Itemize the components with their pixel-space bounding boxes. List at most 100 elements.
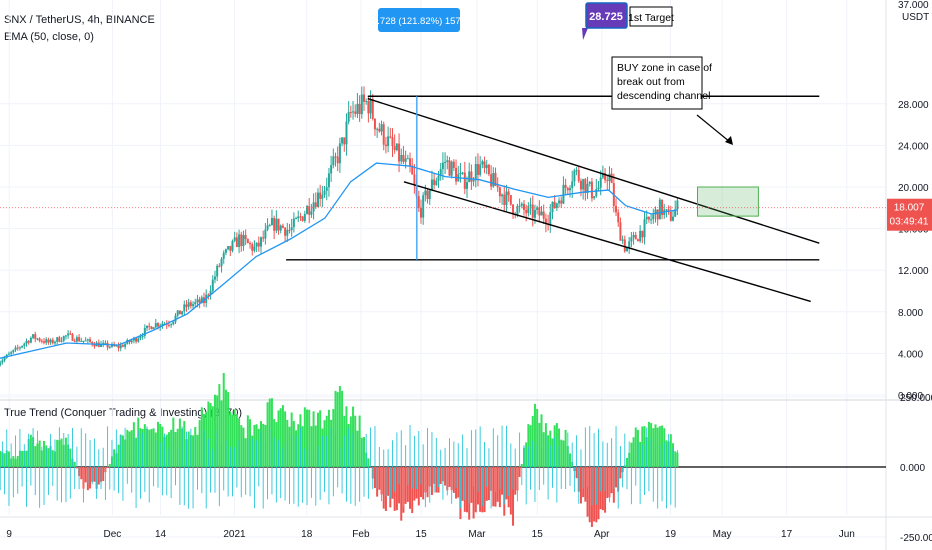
candle: [527, 206, 530, 214]
candle: [121, 345, 124, 347]
candle: [619, 222, 622, 241]
candle: [262, 237, 265, 239]
indicator-bar: [314, 425, 317, 467]
candle: [16, 347, 19, 349]
indicator-bar: [615, 467, 618, 488]
candle: [303, 214, 306, 221]
candle: [264, 229, 267, 239]
candle: [345, 121, 348, 145]
candle: [18, 347, 21, 349]
indicator-bar: [108, 463, 111, 467]
candle: [369, 99, 372, 114]
indicator-bar: [643, 426, 646, 467]
candle: [78, 337, 81, 342]
candle: [376, 128, 379, 130]
candle: [308, 206, 311, 215]
candle: [314, 202, 317, 207]
candle: [14, 347, 17, 350]
indicator-bar: [113, 449, 116, 467]
x-tick-label: 2021: [223, 529, 246, 540]
candle: [533, 210, 536, 218]
indicator-bar: [387, 467, 390, 496]
candle: [170, 324, 173, 326]
candle: [132, 337, 135, 341]
channel-upper-line: [367, 97, 820, 244]
candle: [60, 340, 63, 342]
candle: [242, 235, 245, 247]
indicator-bar: [7, 451, 10, 467]
candle: [608, 173, 611, 182]
indicator-bar: [0, 451, 2, 467]
candle: [281, 225, 284, 228]
indicator-bar: [661, 425, 664, 467]
candle: [538, 207, 541, 216]
candle: [551, 201, 554, 213]
candle: [661, 199, 664, 216]
candle: [130, 340, 133, 343]
candle: [64, 335, 67, 337]
target-price-label: 28.725: [589, 11, 623, 23]
candle: [536, 207, 539, 211]
candle: [135, 337, 138, 342]
candle: [595, 189, 598, 197]
candle: [569, 188, 572, 191]
candle: [400, 155, 403, 162]
indicator-bar: [227, 392, 230, 467]
indicator-bar: [253, 424, 256, 467]
indicator-bar: [148, 429, 151, 467]
candle: [398, 143, 401, 162]
indicator-bar: [652, 428, 655, 467]
indicator-bar: [417, 467, 420, 506]
indicator-bar: [16, 455, 19, 467]
candle: [426, 190, 429, 199]
candle: [73, 340, 76, 342]
symbol-label: SNX / TetherUS, 4h, BINANCE: [4, 14, 155, 26]
indicator-bar: [409, 467, 412, 509]
indicator-bar: [588, 467, 591, 523]
indicator-bar: [51, 450, 54, 467]
candle: [51, 339, 54, 344]
buy-zone: [697, 186, 759, 217]
candle: [12, 349, 15, 353]
candle: [29, 337, 32, 343]
indicator-bar: [404, 467, 407, 504]
candle: [161, 323, 164, 326]
x-tick-label: 18: [301, 529, 313, 540]
indicator-bar: [126, 429, 129, 467]
candle: [338, 143, 341, 164]
indicator-bar: [630, 442, 633, 467]
indicator-bar: [444, 467, 447, 486]
candle: [439, 169, 442, 176]
candle: [632, 234, 635, 238]
candle: [428, 190, 431, 199]
candle: [391, 137, 394, 147]
candle: [10, 352, 13, 354]
indicator-bar: [183, 420, 186, 467]
target-badge-pointer: [582, 28, 588, 40]
indicator-bar: [634, 427, 637, 467]
indicator-bar: [625, 457, 628, 467]
indicator-bar: [308, 409, 311, 467]
candle: [639, 230, 642, 242]
candle: [119, 345, 122, 349]
channel-lower-line: [403, 181, 811, 303]
candle: [319, 192, 322, 199]
candle: [371, 99, 374, 119]
candle: [558, 200, 561, 204]
candle: [577, 170, 580, 181]
candle: [159, 325, 162, 327]
indicator-bar: [674, 451, 677, 467]
candle: [330, 165, 333, 174]
indicator-bar: [292, 421, 295, 467]
candle: [549, 212, 552, 225]
x-tick-label: Mar: [468, 529, 486, 540]
indicator-bar: [470, 467, 473, 503]
target-label: 1st Target: [628, 12, 674, 24]
candle: [336, 156, 339, 164]
candle: [62, 336, 65, 341]
candle: [544, 218, 547, 224]
indicator-bar: [391, 467, 394, 499]
candle: [448, 160, 451, 176]
indicator-bar: [130, 430, 133, 467]
